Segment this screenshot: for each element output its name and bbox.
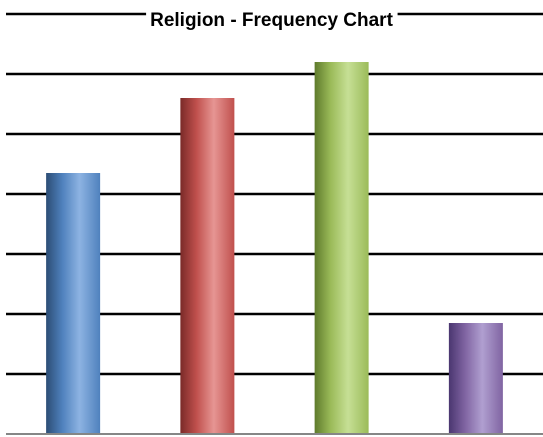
bar [46, 173, 101, 434]
bar [448, 323, 503, 434]
title-background [146, 9, 398, 32]
bars [46, 62, 503, 434]
bar [180, 98, 235, 434]
bar [314, 62, 369, 434]
chart-title: Religion - Frequency Chart [150, 10, 393, 31]
